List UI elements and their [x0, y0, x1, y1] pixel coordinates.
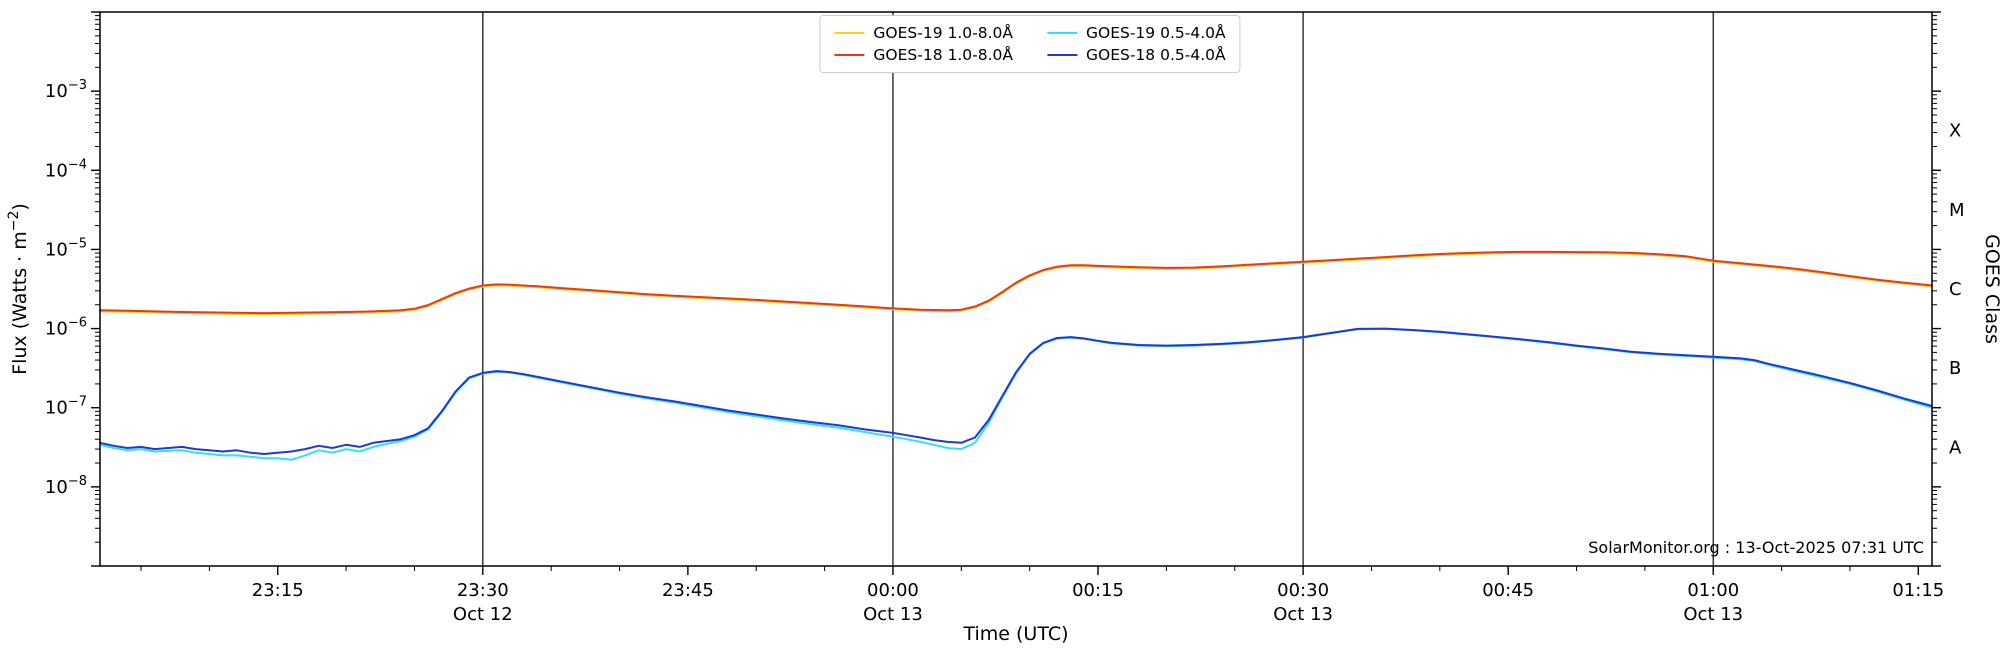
series-lines — [99, 250, 1933, 461]
y-axis-label: Flux (Watts · m−2) — [6, 203, 31, 375]
y-axis: 10−3 10−4 10−5 10−6 10−7 10−8 X M C B A — [45, 11, 1965, 567]
day-separator-lines — [482, 12, 1714, 566]
legend-line-swatch — [1047, 32, 1077, 34]
x-tick-label: 01:15 — [1892, 580, 1944, 601]
goes-class-label: M — [1949, 200, 1965, 221]
series-line-goes18-long — [99, 250, 1933, 315]
legend-label: GOES-18 0.5-4.0Å — [1086, 46, 1226, 64]
goes-class-label: B — [1949, 358, 1961, 379]
goes-class-label: X — [1949, 121, 1961, 142]
x-date-label: Oct 12 — [453, 604, 513, 625]
y-tick-label: 10−6 — [45, 316, 87, 340]
y-tick-label: 10−7 — [45, 395, 87, 419]
legend-line-swatch — [1047, 54, 1077, 56]
legend-entry-goes18-long: GOES-18 1.0-8.0Å — [834, 46, 1013, 64]
goes-class-label: C — [1949, 279, 1962, 300]
y-tick-label: 10−5 — [45, 236, 87, 260]
legend-line-swatch — [834, 32, 865, 34]
y-tick-label: 10−4 — [45, 157, 87, 181]
right-axis-label: GOES Class — [1981, 234, 2000, 344]
x-tick-label: 00:15 — [1072, 580, 1124, 601]
x-date-label: Oct 13 — [863, 604, 923, 625]
legend-label: GOES-19 0.5-4.0Å — [1086, 24, 1226, 42]
x-date-label: Oct 13 — [1273, 604, 1333, 625]
x-tick-label: 23:45 — [662, 580, 714, 601]
legend-entry-goes19-short: GOES-19 0.5-4.0Å — [1047, 24, 1226, 42]
series-line-goes19-short — [99, 327, 1933, 461]
x-axis: 23:15 23:30 Oct 12 23:45 00:00 Oct 13 00:15 00:… — [140, 566, 1944, 625]
legend-label: GOES-18 1.0-8.0Å — [873, 46, 1013, 64]
legend-entry-goes18-short: GOES-18 0.5-4.0Å — [1047, 46, 1226, 64]
source-timestamp-annotation: SolarMonitor.org : 13-Oct-2025 07:31 UTC — [1588, 538, 1924, 557]
x-tick-label: 00:45 — [1482, 580, 1534, 601]
x-tick-label: 00:30 — [1277, 580, 1329, 601]
x-tick-label: 23:15 — [252, 580, 304, 601]
legend-entry-goes19-long: GOES-19 1.0-8.0Å — [834, 24, 1013, 42]
legend-line-swatch — [834, 54, 865, 56]
series-line-goes18-short — [99, 327, 1933, 455]
y-tick-label: 10−3 — [45, 78, 87, 102]
x-axis-label: Time (UTC) — [962, 623, 1068, 645]
y-tick-label: 10−8 — [45, 474, 87, 498]
goes-class-label: A — [1949, 437, 1962, 458]
plot-frame — [99, 11, 1933, 567]
x-tick-label: 00:00 — [867, 580, 919, 601]
legend-label: GOES-19 1.0-8.0Å — [873, 24, 1013, 42]
x-tick-label: 23:30 — [457, 580, 509, 601]
x-tick-label: 01:00 — [1687, 580, 1739, 601]
x-date-label: Oct 13 — [1683, 604, 1743, 625]
legend: GOES-19 1.0-8.0Å GOES-18 1.0-8.0Å GOES-1… — [819, 15, 1241, 73]
